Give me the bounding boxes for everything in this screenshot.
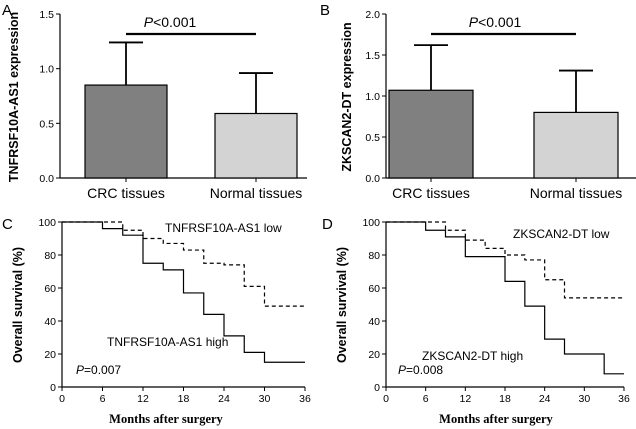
panel-b-y-tick-label: 1.5 [365,50,380,62]
panel-d-y-tick-label: 40 [368,316,380,328]
panel-b-x-category-label: Normal tissues [530,185,623,201]
panel-c-y-tick-label: 60 [44,283,56,295]
panel-c-x-axis-label: Months after surgery [109,412,223,426]
panel-b: B ZKSCAN2-DT expression P<0.001 0.0 0.5 1.… [320,2,636,201]
panel-a-y-tick-label: 1.5 [39,9,54,21]
panel-d-high-survival-curve [386,221,624,375]
panel-c-x-tick-label: 30 [259,393,271,405]
panel-d-y-tick-label: 0 [374,382,380,394]
panel-c-y-tick-label: 80 [44,250,56,262]
panel-d-x-tick-label: 30 [578,393,590,405]
panel-c-y-axis-label: Overall survival (%) [11,247,25,363]
panel-c: C Overall survival (%) Months after surg… [2,216,311,426]
panel-d-x-tick-label: 6 [423,393,429,405]
panel-d-y-tick-label: 80 [368,250,380,262]
panel-d-low-curve-label: ZKSCAN2-DT low [513,227,610,241]
panel-a-x-category-label: CRC tissues [87,185,165,201]
panel-d: D Overall survival (%) Months after surg… [322,216,630,426]
panel-a-bar [84,84,168,179]
panel-d-x-tick-label: 0 [383,393,389,405]
panel-c-low-curve-label: TNFRSF10A-AS1 low [165,221,282,235]
panel-a-bar [214,112,298,179]
panel-c-x-tick-label: 18 [178,393,190,405]
panel-b-p-value: P<0.001 [469,14,522,30]
panel-d-x-tick-label: 36 [618,393,630,405]
panel-b-y-tick-label: 2.0 [365,9,380,21]
panel-c-y-tick-label: 40 [44,316,56,328]
panel-letter-c: C [2,216,13,233]
panel-a-y-axis-label: TNFRSF10A-AS1 expression [7,12,21,182]
panel-b-y-tick-label: 0.0 [365,173,380,185]
panel-d-high-curve-label: ZKSCAN2-DT high [422,349,523,363]
panel-a-y-tick-label: 0.5 [39,118,54,130]
panel-c-x-tick-label: 12 [137,393,149,405]
panel-b-bar [388,89,474,179]
panel-c-low-survival-curve [62,221,305,307]
panel-d-x-tick-label: 18 [499,393,511,405]
panel-b-y-tick-label: 0.5 [365,132,380,144]
panel-c-y-tick-label: 100 [38,217,56,229]
panel-a-y-tick-label: 1.0 [39,64,54,76]
panel-c-y-tick-label: 20 [44,349,56,361]
panel-a-y-tick-label: 0.0 [39,173,54,185]
panel-b-bar [533,111,619,179]
panel-d-p-value: P=0.008 [398,363,443,377]
panel-letter-b: B [320,2,330,19]
panel-d-x-tick-label: 24 [539,393,551,405]
panel-a-p-value: P<0.001 [144,14,197,30]
panel-b-x-category-label: CRC tissues [392,185,470,201]
panel-c-x-tick-label: 6 [100,393,106,405]
panel-a-x-category-label: Normal tissues [210,185,303,201]
panel-d-y-tick-label: 100 [362,217,380,229]
panel-d-low-survival-curve [386,221,624,299]
panel-b-y-tick-label: 1.0 [365,91,380,103]
panel-d-y-axis-label: Overall survival (%) [335,247,349,363]
panel-a: A TNFRSF10A-AS1 expression P<0.001 0.0 0.… [2,2,307,201]
panel-letter-a: A [2,2,12,19]
panel-c-x-tick-label: 24 [218,393,230,405]
panel-d-x-axis-label: Months after surgery [439,412,553,426]
panel-c-p-value: P=0.007 [76,363,121,377]
panel-d-x-tick-label: 12 [459,393,471,405]
panel-c-high-survival-curve [62,221,305,363]
panel-c-high-curve-label: TNFRSF10A-AS1 high [107,335,228,349]
panel-c-x-tick-label: 36 [299,393,311,405]
panel-d-y-tick-label: 20 [368,349,380,361]
panel-c-y-tick-label: 0 [50,382,56,394]
panel-b-y-axis-label: ZKSCAN2-DT expression [340,22,354,171]
panel-d-y-tick-label: 60 [368,283,380,295]
panel-letter-d: D [322,216,333,233]
panel-c-x-tick-label: 0 [59,393,65,405]
